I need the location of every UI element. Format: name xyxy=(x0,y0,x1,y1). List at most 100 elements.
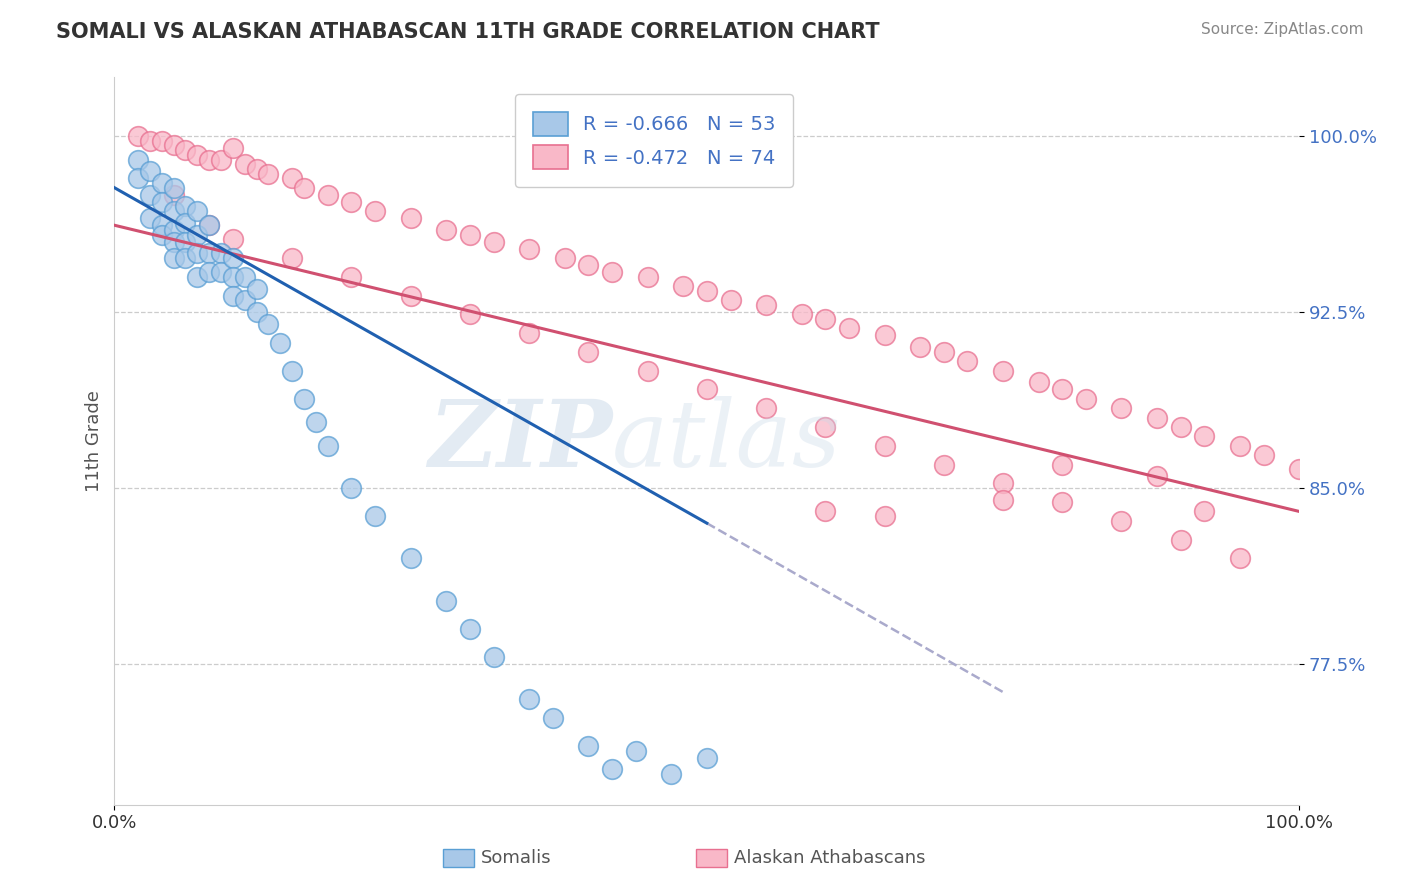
Point xyxy=(624,744,647,758)
Point xyxy=(637,269,659,284)
Point xyxy=(755,298,778,312)
Point xyxy=(222,269,245,284)
Point xyxy=(814,504,837,518)
Point xyxy=(458,307,481,321)
Point xyxy=(150,134,173,148)
Point xyxy=(127,153,149,167)
Point xyxy=(696,383,718,397)
Point xyxy=(600,763,623,777)
Point xyxy=(174,216,197,230)
Point xyxy=(222,232,245,246)
Point xyxy=(720,293,742,308)
Point xyxy=(186,204,208,219)
Text: Somalis: Somalis xyxy=(481,849,551,867)
Point xyxy=(198,246,221,260)
Point xyxy=(139,134,162,148)
Point xyxy=(1194,504,1216,518)
Point xyxy=(755,401,778,416)
Point xyxy=(991,476,1014,491)
Point xyxy=(600,265,623,279)
Point xyxy=(908,340,931,354)
Point xyxy=(163,235,186,249)
Point xyxy=(1052,458,1074,472)
Point xyxy=(186,269,208,284)
Point xyxy=(399,288,422,302)
Point xyxy=(790,307,813,321)
Point xyxy=(554,251,576,265)
Point xyxy=(364,509,387,524)
Point xyxy=(1146,410,1168,425)
Point xyxy=(209,265,232,279)
Point xyxy=(873,439,896,453)
Point xyxy=(482,235,505,249)
Point xyxy=(222,288,245,302)
Point xyxy=(186,246,208,260)
Point xyxy=(576,345,599,359)
Point xyxy=(127,171,149,186)
Point xyxy=(340,481,363,495)
Point xyxy=(932,458,955,472)
Point xyxy=(517,242,540,256)
Point xyxy=(281,251,304,265)
Point xyxy=(281,171,304,186)
Point xyxy=(458,622,481,636)
Point xyxy=(1146,469,1168,483)
Point xyxy=(139,164,162,178)
Point xyxy=(1074,392,1097,406)
Point xyxy=(186,148,208,162)
Point xyxy=(1170,420,1192,434)
Point xyxy=(174,251,197,265)
Point xyxy=(956,354,979,368)
Point xyxy=(576,739,599,753)
Point xyxy=(233,157,256,171)
Point xyxy=(163,187,186,202)
Point xyxy=(163,138,186,153)
Legend: R = -0.666   N = 53, R = -0.472   N = 74: R = -0.666 N = 53, R = -0.472 N = 74 xyxy=(515,95,793,186)
Point xyxy=(340,269,363,284)
Point xyxy=(150,227,173,242)
Point xyxy=(174,199,197,213)
Point xyxy=(174,235,197,249)
Point xyxy=(814,312,837,326)
Point xyxy=(1288,462,1310,476)
Point xyxy=(991,364,1014,378)
Point xyxy=(1170,533,1192,547)
Point xyxy=(281,364,304,378)
Point xyxy=(364,204,387,219)
Point xyxy=(838,321,860,335)
Point xyxy=(198,219,221,233)
Point xyxy=(1253,448,1275,462)
Point xyxy=(1229,551,1251,566)
Point xyxy=(672,279,695,293)
Point xyxy=(222,141,245,155)
Point xyxy=(245,282,267,296)
Text: atlas: atlas xyxy=(612,396,842,486)
Point xyxy=(482,649,505,664)
Point xyxy=(198,265,221,279)
Point xyxy=(659,767,682,781)
Y-axis label: 11th Grade: 11th Grade xyxy=(86,390,103,492)
Point xyxy=(163,204,186,219)
Point xyxy=(127,129,149,144)
Point xyxy=(434,223,457,237)
Point xyxy=(245,161,267,176)
Point xyxy=(399,551,422,566)
Point xyxy=(1194,429,1216,443)
Point xyxy=(198,153,221,167)
Point xyxy=(139,211,162,226)
Point xyxy=(150,219,173,233)
Point xyxy=(1052,383,1074,397)
Point xyxy=(316,187,339,202)
Point xyxy=(257,167,280,181)
Point xyxy=(186,227,208,242)
Point xyxy=(245,305,267,319)
Point xyxy=(1111,514,1133,528)
Point xyxy=(163,251,186,265)
Point xyxy=(1052,495,1074,509)
Point xyxy=(233,293,256,308)
Point xyxy=(209,153,232,167)
Text: SOMALI VS ALASKAN ATHABASCAN 11TH GRADE CORRELATION CHART: SOMALI VS ALASKAN ATHABASCAN 11TH GRADE … xyxy=(56,22,880,42)
Point xyxy=(991,492,1014,507)
Point xyxy=(932,345,955,359)
Point xyxy=(696,751,718,765)
